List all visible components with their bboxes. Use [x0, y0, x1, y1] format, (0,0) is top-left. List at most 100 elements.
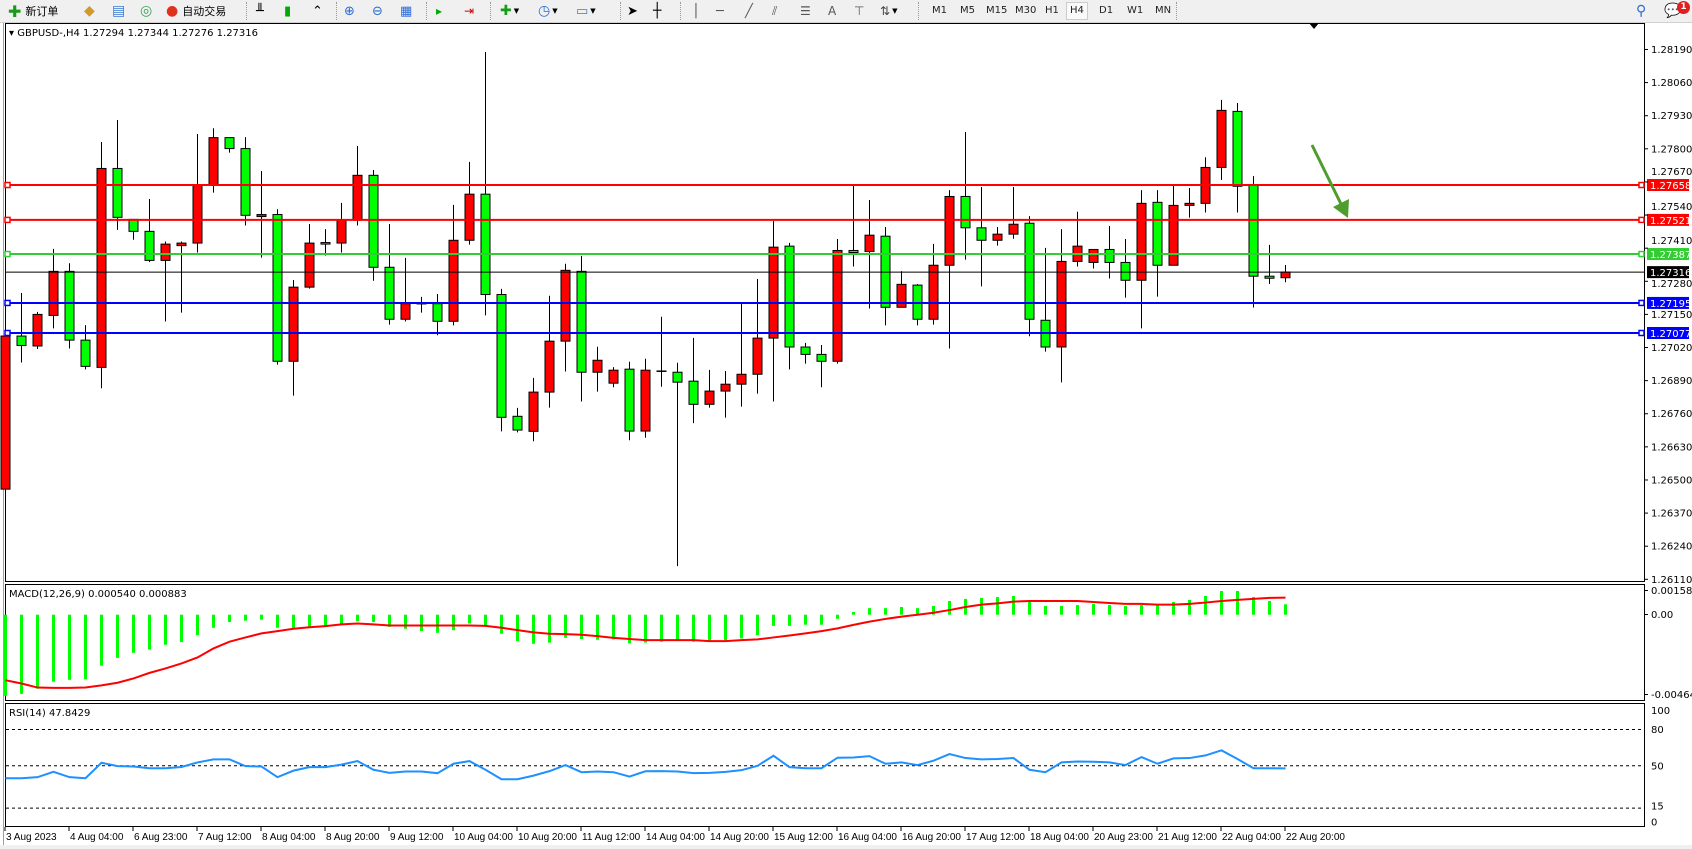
macd-histogram-bar: [1236, 591, 1239, 615]
macd-histogram-bar: [1172, 601, 1175, 615]
bar-chart-icon[interactable]: ╨: [256, 3, 264, 19]
text-label-icon[interactable]: ⊤: [854, 4, 865, 18]
macd-histogram-bar: [1252, 596, 1255, 615]
period-mn[interactable]: MN: [1155, 5, 1172, 16]
time-label: 16 Aug 20:00: [902, 832, 961, 843]
crosshair-icon[interactable]: ┼: [653, 3, 662, 19]
candle-body: [512, 415, 523, 431]
macd-histogram-bar: [404, 614, 407, 629]
price-tick-label: 1.26890: [1651, 376, 1692, 387]
candle: [64, 263, 75, 349]
new-order-button[interactable]: ✚ 新订单: [8, 2, 58, 21]
period-d1[interactable]: D1: [1099, 5, 1114, 16]
zoom-out-icon[interactable]: ⊖: [372, 3, 383, 19]
arrows-dropdown[interactable]: ⇅ ▼: [880, 2, 897, 20]
indicators-dropdown[interactable]: ✚ ▼: [500, 2, 519, 20]
templates-dropdown[interactable]: ▭ ▼: [576, 2, 596, 20]
candle-body: [1136, 202, 1147, 281]
down-arrow-annotation[interactable]: [1310, 144, 1349, 218]
time-label: 10 Aug 04:00: [454, 832, 513, 843]
separator: [490, 2, 492, 20]
arrow-shaft: [1310, 144, 1343, 205]
search-icon[interactable]: ⚲: [1636, 3, 1647, 19]
price-tick-label: 1.26110: [1651, 575, 1692, 586]
macd-histogram-bar: [1060, 606, 1063, 615]
period-m1[interactable]: M1: [932, 5, 947, 16]
macd-histogram-bar: [676, 614, 679, 641]
period-w1[interactable]: W1: [1127, 5, 1144, 16]
time-label: 8 Aug 20:00: [326, 832, 380, 843]
candle: [144, 199, 155, 263]
chevron-down-icon: ▼: [892, 7, 898, 15]
fibonacci-retracement-icon[interactable]: ☰: [800, 4, 811, 18]
macd-histogram-bar: [452, 614, 455, 631]
macd-histogram-bar: [228, 614, 231, 623]
macd-histogram-bar: [1156, 605, 1159, 615]
vertical-line-icon[interactable]: │: [692, 3, 700, 19]
price-axis: 1.28190 1.28060 1.27930 1.27800 1.27670 1.275…: [1645, 45, 1692, 586]
auto-scroll-icon[interactable]: ▸: [436, 4, 443, 18]
candle-body: [208, 137, 219, 186]
candle-body: [48, 270, 59, 316]
macd-axis-label: -0.004644: [1651, 690, 1692, 701]
line-chart-icon[interactable]: ⌃: [312, 3, 323, 19]
macd-histogram-bar: [724, 614, 727, 641]
macd-histogram-bar: [100, 614, 103, 666]
level-price-tag: [1647, 248, 1689, 261]
period-h1[interactable]: H1: [1045, 5, 1059, 16]
macd-histogram-bar: [804, 614, 807, 625]
fibonacci-channel-icon[interactable]: ⫽: [772, 3, 778, 18]
time-label: 11 Aug 12:00: [582, 832, 641, 843]
horizontal-level-line: 1.27521: [4, 213, 1691, 227]
rsi-axis-label: 80: [1651, 725, 1664, 736]
macd-histogram-bar: [580, 614, 583, 639]
candle: [304, 223, 315, 289]
time-axis: 3 Aug 2023 4 Aug 04:00 6 Aug 23:00 7 Aug 12…: [4, 827, 1345, 843]
period-h4[interactable]: H4: [1066, 2, 1088, 20]
candle: [512, 407, 523, 433]
period-m15[interactable]: M15: [986, 5, 1008, 16]
candle-body: [800, 346, 811, 355]
time-label: 10 Aug 20:00: [518, 832, 577, 843]
chart-shift-marker[interactable]: [1309, 23, 1319, 29]
candle: [736, 303, 747, 407]
horizontal-level-line: 1.27387: [4, 248, 1691, 261]
candle-body: [736, 373, 747, 385]
macd-histogram-bar: [1108, 605, 1111, 615]
macd-histogram-bar: [276, 614, 279, 628]
candle: [48, 248, 59, 329]
horizontal-line-icon[interactable]: ─: [716, 3, 724, 19]
candle-body: [608, 369, 619, 384]
candlestick-chart-icon[interactable]: ▮: [284, 3, 292, 19]
candle-body: [544, 340, 555, 393]
macd-histogram-bar: [244, 614, 247, 621]
data-window-icon[interactable]: ▤: [112, 3, 126, 19]
market-watch-icon[interactable]: ◆: [84, 3, 95, 19]
candle: [992, 227, 1003, 246]
navigator-icon[interactable]: ◎: [140, 3, 153, 19]
macd-histogram-bar: [436, 614, 439, 633]
separator: [620, 2, 622, 20]
horizontal-levels[interactable]: 1.27658 1.27521 1.27387 1.27316 1.27195 1.270…: [4, 179, 1691, 340]
chevron-down-icon: ▼: [590, 7, 596, 15]
period-m30[interactable]: M30: [1015, 5, 1037, 16]
text-tool-button[interactable]: A: [828, 4, 837, 18]
auto-trading-button[interactable]: ● 自动交易: [166, 2, 226, 20]
tile-windows-icon[interactable]: ▦: [400, 3, 413, 19]
candle-body: [832, 249, 843, 362]
zoom-in-icon[interactable]: ⊕: [344, 3, 355, 19]
cursor-icon[interactable]: ➤: [627, 3, 638, 19]
time-label: 21 Aug 12:00: [1158, 832, 1217, 843]
price-tick-label: 1.26370: [1651, 509, 1692, 520]
chart-shift-icon[interactable]: ⇥: [464, 4, 475, 18]
periods-dropdown[interactable]: ◷ ▼: [538, 2, 558, 20]
level-handle-right: [1638, 216, 1645, 224]
macd-histogram-bar: [756, 614, 759, 636]
period-m5[interactable]: M5: [960, 5, 975, 16]
macd-histogram-bar: [388, 614, 391, 627]
candle-body: [464, 193, 475, 241]
trendline-icon[interactable]: ╱: [745, 3, 753, 19]
level-handle-left: [4, 299, 11, 307]
candle: [448, 204, 459, 326]
